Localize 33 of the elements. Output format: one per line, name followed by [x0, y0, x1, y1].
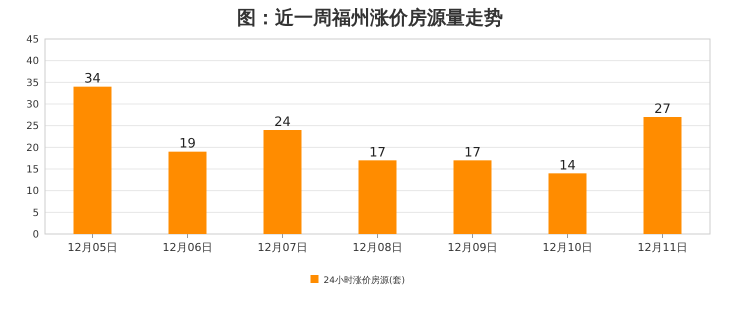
y-tick-label: 25	[26, 121, 39, 132]
data-label: 27	[654, 102, 671, 117]
bar	[358, 160, 396, 234]
bar	[264, 130, 302, 234]
x-tick-label: 12月09日	[448, 241, 498, 254]
y-tick-label: 40	[26, 56, 39, 68]
bar	[548, 173, 586, 234]
data-label: 24	[274, 115, 291, 130]
y-tick-label: 20	[26, 142, 39, 154]
bar	[74, 86, 112, 234]
x-tick-label: 12月10日	[542, 241, 592, 254]
x-tick-label: 12月07日	[258, 241, 308, 254]
data-label: 19	[179, 136, 196, 152]
data-label: 17	[369, 145, 386, 160]
x-tick-label: 12月05日	[68, 241, 118, 254]
chart-title: 图：近一周福州涨价房源量走势	[237, 7, 503, 29]
bar	[168, 152, 206, 234]
data-label: 34	[84, 72, 101, 87]
y-tick-label: 45	[26, 34, 39, 46]
x-tick-label: 12月06日	[162, 241, 212, 254]
bar	[454, 160, 492, 234]
x-tick-label: 12月11日	[638, 241, 688, 254]
data-label: 17	[464, 145, 481, 160]
y-tick-label: 35	[26, 78, 39, 89]
bar	[644, 117, 682, 234]
y-tick-label: 10	[26, 186, 39, 198]
y-tick-label: 30	[26, 100, 39, 110]
y-tick-label: 5	[32, 208, 39, 219]
y-tick-label: 15	[26, 164, 39, 176]
data-label: 14	[559, 158, 576, 174]
y-tick-label: 0	[32, 230, 39, 240]
legend-label: 24小时涨价房源(套)	[324, 275, 405, 286]
x-tick-label: 12月08日	[352, 241, 402, 254]
